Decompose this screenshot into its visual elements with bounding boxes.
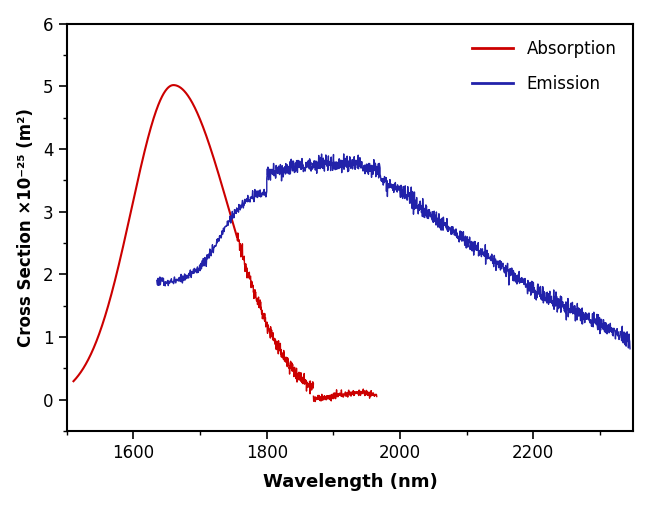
Y-axis label: Cross Section ×10⁻²⁵ (m²): Cross Section ×10⁻²⁵ (m²) xyxy=(17,108,34,347)
Legend: Absorption, Emission: Absorption, Emission xyxy=(463,32,625,101)
X-axis label: Wavelength (nm): Wavelength (nm) xyxy=(263,473,437,491)
